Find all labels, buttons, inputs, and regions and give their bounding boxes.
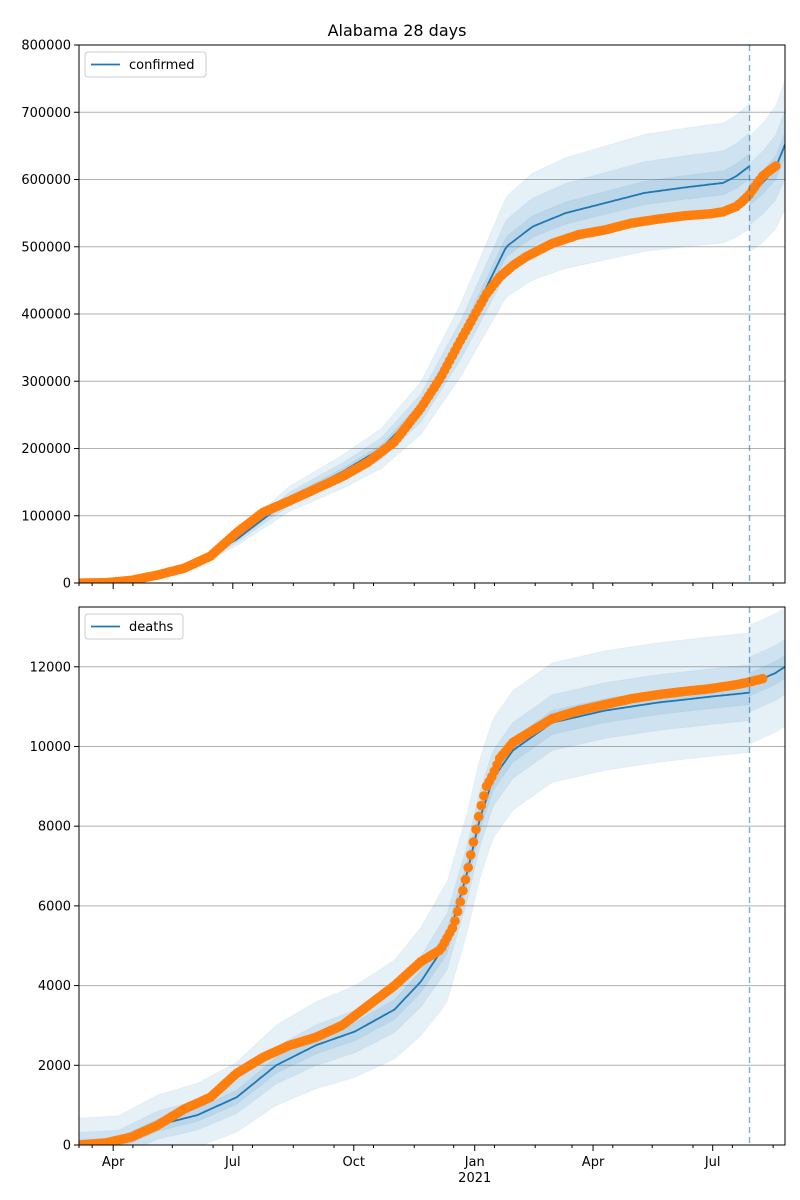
y-tick-label: 4000 — [38, 979, 71, 994]
observed-point — [463, 862, 474, 873]
y-tick-label: 8000 — [38, 820, 71, 835]
axes-frame — [78, 44, 786, 584]
y-tick-label: 100000 — [21, 509, 71, 524]
x-tick-label: Jul — [224, 1155, 241, 1170]
observed-point — [460, 874, 471, 885]
x-tick-label: Apr — [582, 1155, 605, 1170]
legend-box — [84, 51, 207, 78]
legend: deaths — [84, 613, 184, 640]
y-tick-label: 2000 — [38, 1059, 71, 1074]
chart-title: Alabama 28 days — [328, 21, 467, 40]
legend-label: confirmed — [129, 58, 195, 73]
model-line — [79, 691, 750, 1145]
observed-point — [468, 837, 479, 847]
y-tick-label: 800000 — [21, 39, 71, 54]
observed-point — [447, 923, 458, 933]
observed-point — [479, 791, 489, 801]
y-tick-label: 700000 — [21, 106, 71, 121]
x-tick-label: Jan — [464, 1155, 485, 1170]
legend-label: deaths — [129, 620, 174, 635]
plot-area — [79, 607, 785, 1145]
x-tick-label: Apr — [102, 1155, 125, 1170]
x-tick-label: Oct — [343, 1155, 365, 1170]
observed-point — [458, 885, 468, 896]
y-tick-label: 0 — [63, 1139, 71, 1154]
x-year-label: 2021 — [458, 1171, 491, 1186]
plot-area — [79, 78, 785, 583]
observed-point — [471, 824, 481, 835]
y-tick-label: 400000 — [21, 308, 71, 323]
legend-box — [84, 613, 184, 640]
observed-point — [476, 800, 487, 811]
y-tick-label: 500000 — [21, 240, 71, 255]
observed-point — [771, 161, 781, 171]
y-tick-label: 300000 — [21, 375, 71, 390]
confirmed-panel: 0 100000 200000 300000 400000 500000 600000 700… — [21, 39, 786, 592]
observed-point — [757, 673, 768, 684]
x-tick-label: Jul — [704, 1155, 721, 1170]
y-tick-label: 6000 — [38, 899, 71, 914]
legend: confirmed — [84, 51, 207, 78]
observed-point — [466, 850, 476, 860]
observed-point — [455, 897, 466, 907]
observed-point — [452, 906, 463, 917]
forecast-band — [749, 78, 785, 253]
y-tick-label: 200000 — [21, 442, 71, 457]
observed-point — [450, 916, 460, 926]
y-tick-label: 600000 — [21, 173, 71, 188]
observed-point — [473, 811, 484, 822]
y-tick-label: 12000 — [30, 660, 71, 675]
y-tick-label: 10000 — [30, 740, 71, 755]
deaths-panel: 0 2000 4000 6000 8000 10000 12000 Apr Jul Oct Jan A… — [30, 606, 786, 1186]
axes-frame — [78, 606, 786, 1146]
y-tick-label: 0 — [63, 577, 71, 592]
